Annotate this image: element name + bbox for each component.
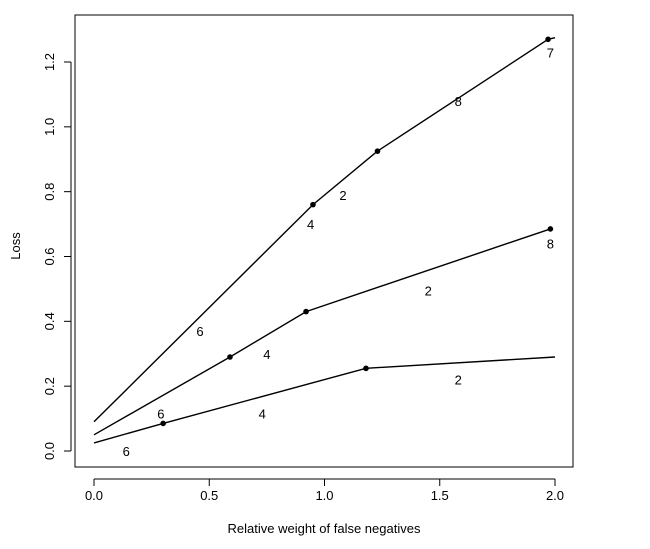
- series-3: 6 6 4 2: [93, 356, 556, 459]
- y-tick-label: 0.0: [42, 442, 57, 460]
- data-point: [310, 201, 316, 208]
- segment-label: 7: [547, 45, 554, 60]
- segment-label: 2: [455, 373, 462, 388]
- x-tick-label: 2.0: [546, 488, 564, 503]
- series-line: [93, 228, 551, 436]
- y-tick-label: 1.2: [42, 53, 57, 71]
- segment-label: 6: [196, 324, 203, 339]
- x-tick-label: 1.0: [315, 488, 333, 503]
- x-axis: 0.0 0.5 1.0 1.5 2.0: [85, 478, 564, 503]
- data-point: [227, 354, 233, 360]
- data-point: [363, 365, 369, 372]
- y-axis: 0.0 0.2 0.4 0.6 0.8 1.0 1.2: [42, 53, 72, 460]
- series-line: [93, 37, 556, 423]
- x-tick-label: 0.5: [200, 488, 218, 503]
- segment-label: 4: [259, 407, 266, 422]
- y-tick-label: 0.4: [42, 312, 57, 330]
- segment-label: 6: [123, 444, 130, 459]
- data-point: [303, 308, 309, 315]
- x-axis-label: Relative weight of false negatives: [228, 521, 421, 536]
- y-axis-label: Loss: [8, 232, 23, 260]
- series-2: 4 2 8: [93, 226, 554, 436]
- y-tick-label: 0.2: [42, 377, 57, 395]
- y-tick-label: 0.8: [42, 183, 57, 201]
- segment-label: 4: [307, 217, 314, 232]
- x-tick-label: 1.5: [431, 488, 449, 503]
- data-point: [545, 36, 551, 43]
- segment-label: 2: [339, 188, 346, 203]
- series-line: [93, 356, 556, 444]
- y-tick-label: 1.0: [42, 118, 57, 136]
- plot-frame: [74, 14, 574, 468]
- segment-label: 8: [455, 94, 462, 109]
- series-layer: 6 4 2 8 7 4 2 8 6 6 4 2: [93, 36, 556, 459]
- x-tick-label: 0.0: [85, 488, 103, 503]
- series-1: 6 4 2 8 7: [93, 36, 556, 423]
- segment-label: 8: [547, 237, 554, 252]
- segment-label: 4: [263, 347, 270, 362]
- segment-label: 6: [157, 407, 164, 422]
- y-tick-label: 0.6: [42, 247, 57, 265]
- data-point: [547, 226, 554, 232]
- segment-label: 2: [425, 284, 432, 299]
- data-point: [160, 420, 166, 427]
- data-point: [374, 148, 381, 154]
